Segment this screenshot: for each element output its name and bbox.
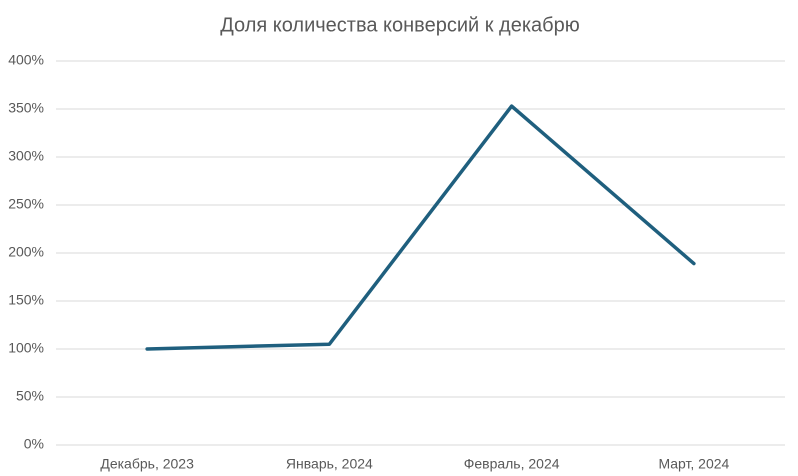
x-tick-label: Декабрь, 2023 xyxy=(100,456,194,472)
y-tick-label: 200% xyxy=(8,244,44,260)
y-tick-label: 300% xyxy=(8,148,44,164)
chart-title: Доля количества конверсий к декабрю xyxy=(220,14,579,36)
x-tick-label: Февраль, 2024 xyxy=(464,456,560,472)
y-tick-label: 0% xyxy=(24,436,44,452)
x-tick-label: Январь, 2024 xyxy=(286,456,373,472)
y-tick-label: 400% xyxy=(8,52,44,68)
data-line xyxy=(145,104,696,351)
y-tick-label: 50% xyxy=(16,388,44,404)
y-tick-label: 150% xyxy=(8,292,44,308)
x-tick-label: Март, 2024 xyxy=(658,456,729,472)
y-tick-label: 350% xyxy=(8,100,44,116)
y-tick-label: 250% xyxy=(8,196,44,212)
y-tick-label: 100% xyxy=(8,340,44,356)
